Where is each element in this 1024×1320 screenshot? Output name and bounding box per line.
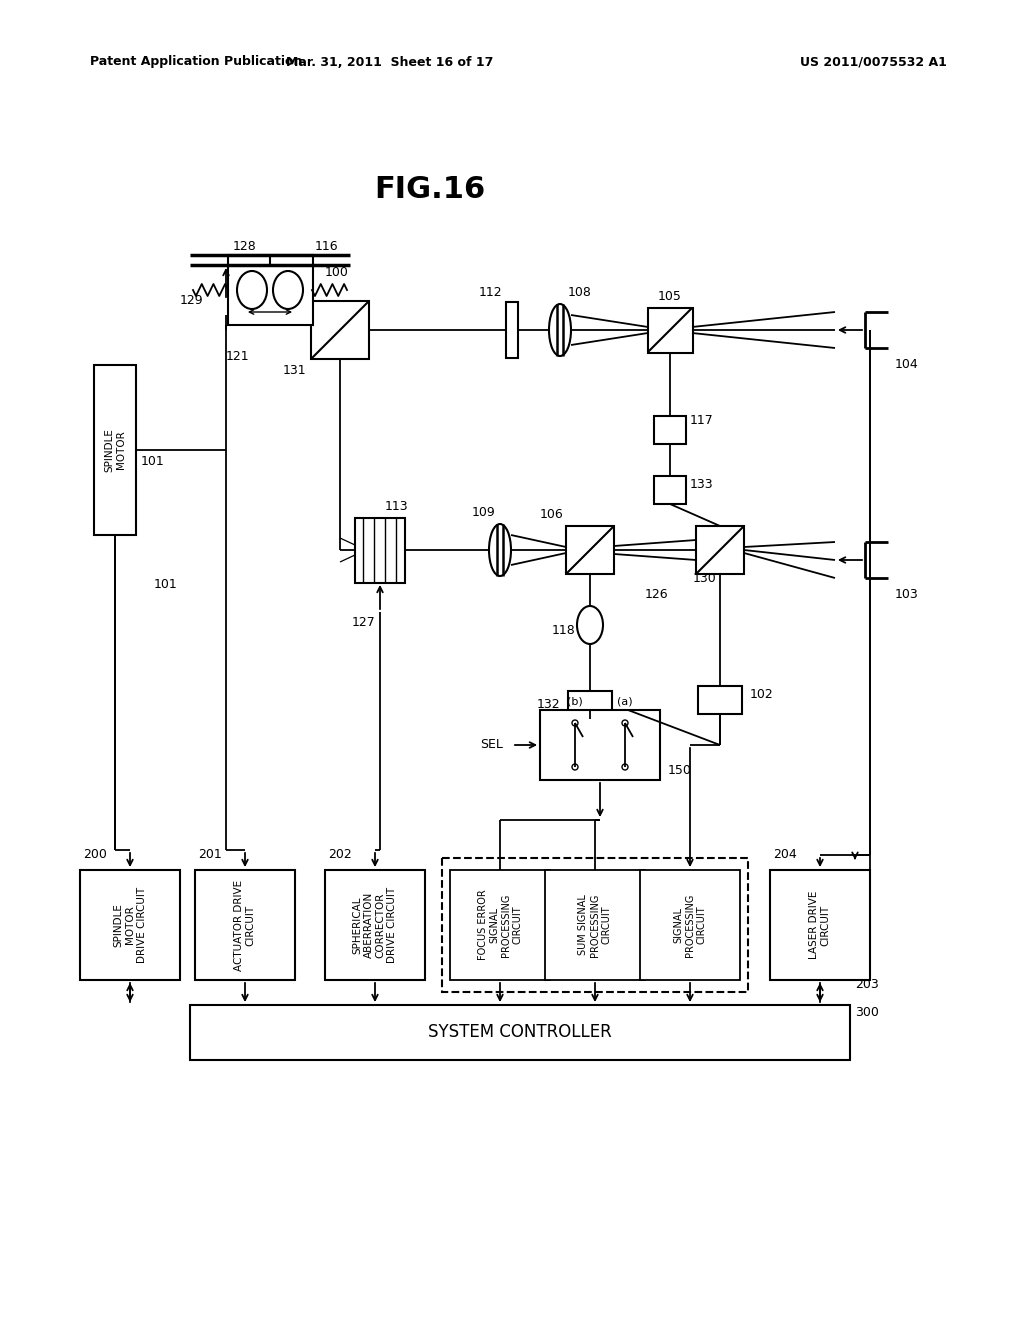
Text: FIG.16: FIG.16	[375, 176, 485, 205]
Bar	[190, 1005, 850, 1060]
Text: 113: 113	[385, 499, 409, 512]
Text: ACTUATOR DRIVE
CIRCUIT: ACTUATOR DRIVE CIRCUIT	[234, 879, 256, 970]
Text: SPINDLE
MOTOR
DRIVE CIRCUIT: SPINDLE MOTOR DRIVE CIRCUIT	[114, 887, 146, 964]
Text: 117: 117	[690, 413, 714, 426]
Text: 112: 112	[478, 285, 502, 298]
Text: 103: 103	[895, 589, 919, 602]
Text: 118: 118	[551, 623, 575, 636]
Bar	[540, 710, 660, 780]
Text: (b): (b)	[567, 697, 583, 708]
Text: 104: 104	[895, 359, 919, 371]
Text: 106: 106	[540, 507, 563, 520]
Text: 126: 126	[645, 589, 669, 602]
Bar	[696, 525, 744, 574]
Text: SYSTEM CONTROLLER: SYSTEM CONTROLLER	[428, 1023, 612, 1041]
Text: LASER DRIVE
CIRCUIT: LASER DRIVE CIRCUIT	[809, 891, 830, 960]
Bar	[640, 870, 740, 979]
Text: US 2011/0075532 A1: US 2011/0075532 A1	[800, 55, 947, 69]
Text: FOCUS ERROR
SIGNAL
PROCESSING
CIRCUIT: FOCUS ERROR SIGNAL PROCESSING CIRCUIT	[477, 890, 522, 961]
Text: 130: 130	[693, 573, 717, 586]
Text: 101: 101	[154, 578, 178, 591]
Bar	[648, 308, 693, 352]
Bar	[698, 686, 742, 714]
Bar	[325, 870, 425, 979]
Bar	[311, 301, 369, 359]
Bar	[506, 302, 518, 358]
Text: 108: 108	[568, 285, 592, 298]
Text: 204: 204	[773, 849, 797, 862]
Text: 300: 300	[855, 1006, 879, 1019]
Bar	[654, 416, 686, 444]
Text: 131: 131	[283, 364, 306, 378]
Text: 132: 132	[537, 698, 560, 711]
Text: SIGNAL
PROCESSING
CIRCUIT: SIGNAL PROCESSING CIRCUIT	[674, 894, 707, 957]
Text: 101: 101	[141, 455, 165, 469]
Text: 202: 202	[328, 849, 352, 862]
Text: 203: 203	[855, 978, 879, 991]
Text: SPHERICAL
ABERRATION
CORRECTOR
DRIVE CIRCUIT: SPHERICAL ABERRATION CORRECTOR DRIVE CIR…	[352, 887, 397, 964]
Text: SUM SIGNAL
PROCESSING
CIRCUIT: SUM SIGNAL PROCESSING CIRCUIT	[579, 894, 611, 957]
Bar	[770, 870, 870, 979]
Bar	[545, 870, 645, 979]
Bar	[442, 858, 748, 993]
Text: 129: 129	[179, 293, 203, 306]
Text: 109: 109	[471, 506, 495, 519]
Bar	[195, 870, 295, 979]
Text: 200: 200	[83, 849, 106, 862]
Text: 100: 100	[325, 267, 349, 280]
Text: Patent Application Publication: Patent Application Publication	[90, 55, 302, 69]
Text: 102: 102	[750, 689, 774, 701]
Text: 105: 105	[658, 289, 682, 302]
Bar	[94, 366, 136, 535]
Text: 201: 201	[198, 849, 222, 862]
Text: 133: 133	[690, 479, 714, 491]
Bar	[654, 477, 686, 504]
Text: 150: 150	[668, 763, 692, 776]
Text: 116: 116	[315, 240, 339, 253]
Text: SPINDLE
MOTOR: SPINDLE MOTOR	[104, 428, 126, 473]
Text: Mar. 31, 2011  Sheet 16 of 17: Mar. 31, 2011 Sheet 16 of 17	[287, 55, 494, 69]
Text: 128: 128	[233, 240, 257, 253]
Bar	[80, 870, 180, 979]
Bar	[566, 525, 614, 574]
Text: SEL: SEL	[480, 738, 504, 751]
Bar	[568, 690, 612, 719]
Bar	[355, 517, 406, 583]
Bar	[450, 870, 550, 979]
Text: 127: 127	[351, 615, 375, 628]
Text: (a): (a)	[617, 697, 633, 708]
Bar	[228, 255, 313, 325]
Text: 121: 121	[226, 350, 250, 363]
